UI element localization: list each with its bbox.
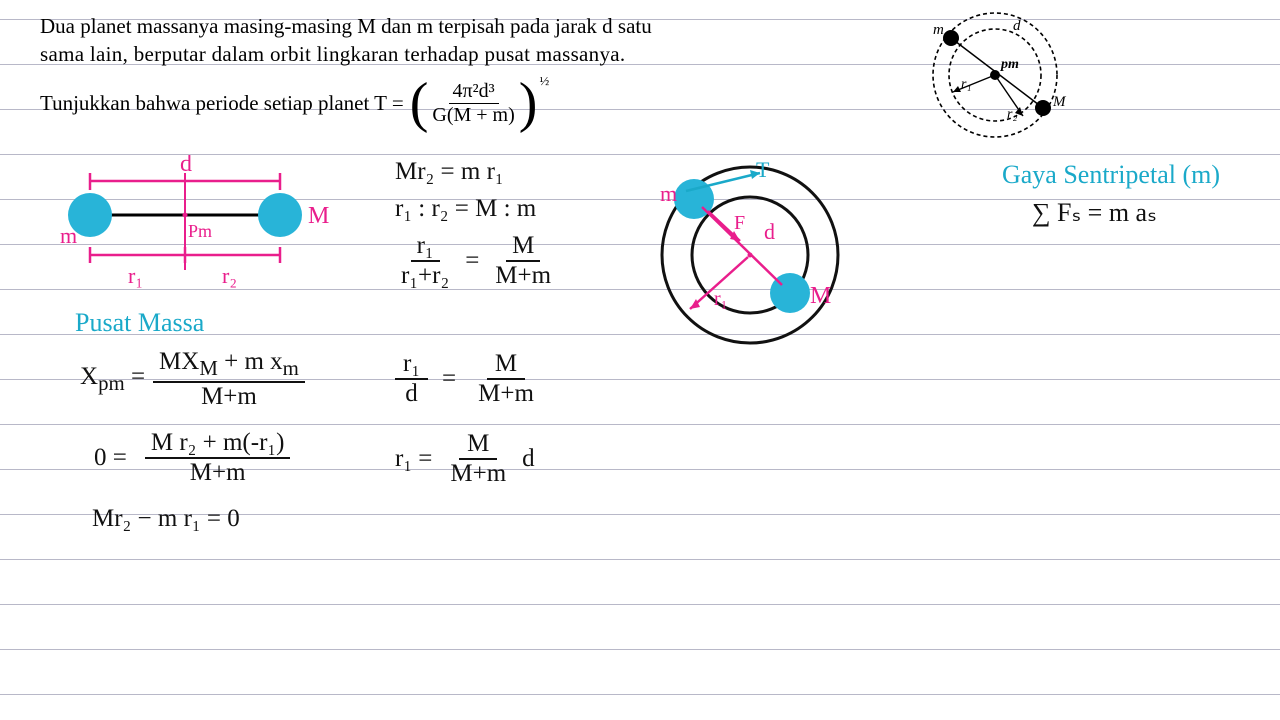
label-m: m — [933, 22, 944, 38]
problem-line-1: Dua planet massanya masing-masing M dan … — [40, 12, 720, 40]
problem-line-2: sama lain, berputar dalam orbit lingkara… — [40, 40, 720, 68]
diagram-linear: d m M Pm r₁ r₂ — [40, 155, 330, 315]
label-r2: r₂ — [1007, 107, 1017, 122]
label-M: M — [308, 203, 329, 229]
xpm-row-3: Mr₂ − m r₁ = 0 — [92, 505, 305, 533]
centripetal-force-heading: Gaya Sentripetal (m) ∑ Fₛ = m aₛ — [1002, 160, 1220, 228]
xpm-row-2: 0 = M r₂ + m(-r₁) M+m — [80, 429, 305, 487]
label-r1: r₁ — [128, 263, 143, 288]
sentripetal-title: Gaya Sentripetal (m) — [1002, 160, 1220, 190]
r1-row-2: r₁ = MM+m d — [395, 430, 542, 488]
label-pm: pm — [1000, 57, 1019, 72]
xpm-row-1: Xpm = MXM + m xm M+m — [80, 348, 305, 411]
label-d: d — [1013, 18, 1021, 34]
formula-prefix: Tunjukkan bahwa periode setiap planet T … — [40, 91, 404, 116]
r1-row-1: r₁d = MM+m — [395, 350, 542, 408]
eq-row-1: Mr₂ = m r₁ — [395, 158, 557, 187]
formula-fraction: ( 4π²d³ G(M + m) ) ½ — [410, 78, 549, 128]
label-r1: r₁ — [961, 77, 971, 92]
problem-statement: Dua planet massanya masing-masing M dan … — [40, 12, 720, 69]
equations-center-of-mass: Mr₂ = m r₁ r₁ : r₂ = M : m r₁r₁+r₂ = MM+… — [395, 158, 557, 299]
label-r2: r₂ — [222, 263, 237, 288]
label-m: m — [60, 223, 77, 248]
formula-line: Tunjukkan bahwa periode setiap planet T … — [40, 78, 549, 128]
diagram-orbit-handwritten: T m M F d r₁ — [630, 155, 870, 355]
label-pm: Pm — [188, 221, 212, 241]
pusat-massa-heading: Pusat Massa — [75, 308, 204, 338]
label-T: T — [756, 157, 770, 182]
label-F: F — [734, 212, 745, 234]
label-d: d — [764, 219, 775, 244]
sentripetal-eq: ∑ Fₛ = m aₛ — [1032, 198, 1220, 228]
formula-exponent: ½ — [539, 73, 549, 89]
formula-numerator: 4π²d³ — [449, 80, 499, 104]
label-r1: r₁ — [714, 288, 728, 310]
xpm-derivation: Xpm = MXM + m xm M+m 0 = M r₂ + m(-r₁) M… — [80, 348, 305, 551]
orbit-diagram-print: m M pm d r₁ r₂ — [895, 8, 1095, 143]
eq-row-3: r₁r₁+r₂ = MM+m — [395, 232, 557, 292]
r1-derivation: r₁d = MM+m r₁ = MM+m d — [395, 350, 542, 510]
label-M: M — [1052, 94, 1067, 110]
eq-row-2: r₁ : r₂ = M : m — [395, 195, 557, 224]
label-m: m — [660, 181, 677, 206]
label-M: M — [810, 283, 831, 309]
formula-denominator: G(M + m) — [428, 104, 518, 127]
